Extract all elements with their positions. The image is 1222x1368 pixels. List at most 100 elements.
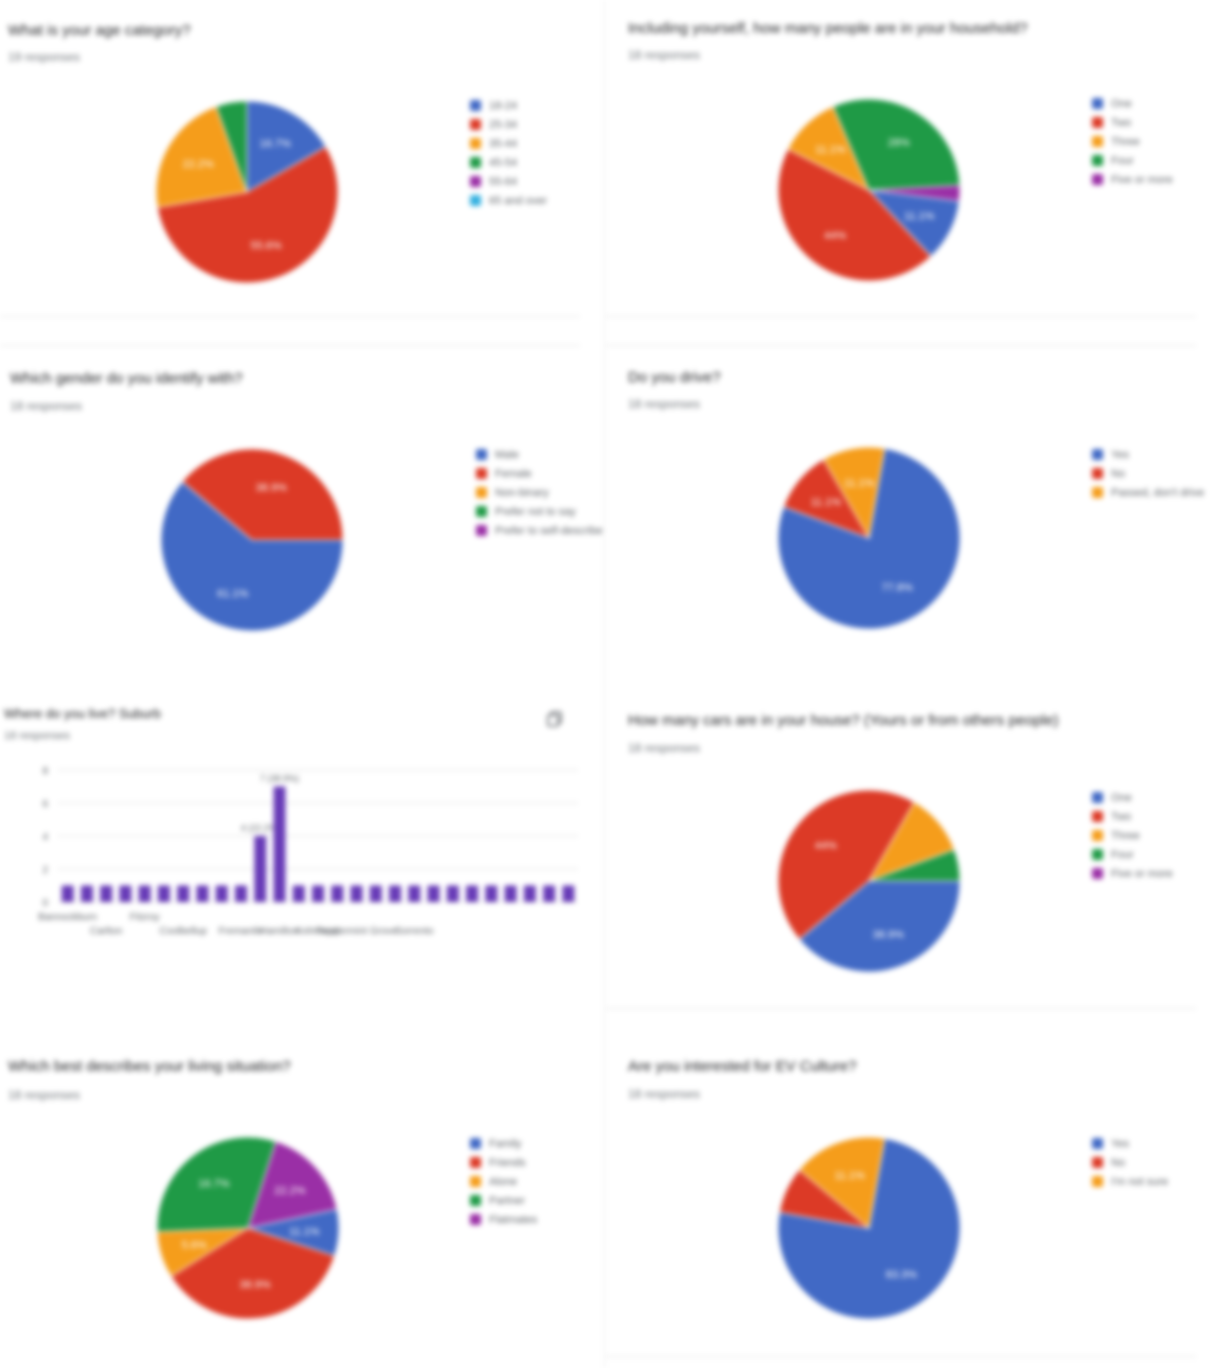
copy-icon[interactable] bbox=[546, 710, 564, 728]
slice-label: 55.6% bbox=[251, 240, 282, 252]
pie-slice bbox=[777, 148, 932, 282]
pie-chart: 11.1% 44% 11.1% 28% bbox=[777, 98, 961, 282]
response-count: 18 responses bbox=[628, 48, 701, 62]
legend-swatch bbox=[470, 1176, 481, 1187]
slice-label: 44% bbox=[815, 840, 837, 852]
legend-label: Three bbox=[1111, 829, 1140, 842]
slice-label: 28% bbox=[888, 137, 910, 149]
pie-slice bbox=[160, 480, 344, 632]
bar bbox=[215, 885, 228, 902]
slice-label: 38.9% bbox=[873, 929, 904, 941]
question-title: What is your age category? bbox=[8, 22, 191, 39]
slice-label: 61.1% bbox=[217, 588, 248, 600]
legend-swatch bbox=[1092, 849, 1103, 860]
legend-swatch bbox=[470, 1138, 481, 1149]
legend-swatch bbox=[470, 176, 481, 187]
legend-swatch bbox=[476, 487, 487, 498]
legend-swatch bbox=[470, 138, 481, 149]
question-title: Which gender do you identify with? bbox=[10, 370, 243, 387]
legend-swatch bbox=[470, 100, 481, 111]
bar bbox=[350, 885, 363, 902]
chart-legend: Family Friends Alone Partner Flatmates bbox=[470, 1134, 537, 1229]
y-tick-label: 2 bbox=[42, 865, 48, 876]
column-divider bbox=[604, 0, 605, 1368]
legend-item: Two bbox=[1092, 113, 1173, 132]
legend-swatch bbox=[470, 1214, 481, 1225]
legend-swatch bbox=[1092, 792, 1103, 803]
pie-slice bbox=[822, 446, 886, 540]
bar bbox=[292, 885, 305, 902]
legend-label: Flatmates bbox=[489, 1213, 538, 1226]
legend-label: Prefer not to say bbox=[495, 505, 576, 518]
legend-swatch bbox=[470, 119, 481, 130]
legend-label: Five or more bbox=[1111, 173, 1173, 186]
question-title: Are you interested for EV Culture? bbox=[628, 1058, 857, 1075]
legend-item: 35-44 bbox=[470, 134, 547, 153]
legend-label: Passed, don't drive bbox=[1111, 486, 1205, 499]
pie-slice bbox=[156, 1136, 277, 1233]
bar bbox=[562, 885, 575, 902]
bar bbox=[543, 885, 556, 902]
legend-item: Two bbox=[1092, 807, 1173, 826]
legend-item: Three bbox=[1092, 132, 1173, 151]
slice-label: 11.1% bbox=[904, 211, 935, 223]
bar bbox=[504, 885, 517, 902]
chart-card-drive: Do you drive? 18 responses 77.8% 11.1% 11.… bbox=[618, 345, 1218, 675]
legend-label: One bbox=[1111, 97, 1132, 110]
pie-slice bbox=[246, 100, 327, 193]
legend-item: 55-64 bbox=[470, 172, 547, 191]
x-tick-label: Sorrento bbox=[395, 926, 434, 937]
legend-swatch bbox=[1092, 117, 1103, 128]
legend-item: 25-34 bbox=[470, 115, 547, 134]
bar bbox=[100, 885, 113, 902]
bar bbox=[177, 885, 190, 902]
legend-item: Non-binary bbox=[476, 483, 603, 502]
legend-swatch bbox=[470, 1157, 481, 1168]
slice-label: 38.9% bbox=[239, 1279, 270, 1291]
bar bbox=[312, 885, 324, 902]
legend-item: One bbox=[1092, 788, 1173, 807]
chart-card-household: Including yourself, how many people are … bbox=[618, 0, 1218, 330]
bar bbox=[254, 836, 267, 902]
card-divider bbox=[0, 345, 580, 346]
legend-swatch bbox=[1092, 136, 1103, 147]
x-tick-label: Peppermint Grove bbox=[316, 926, 398, 937]
legend-label: Two bbox=[1111, 810, 1132, 823]
chart-legend: Male Female Non-binary Prefer not to say Pre… bbox=[476, 445, 603, 540]
slice-label: 11.1% bbox=[844, 477, 875, 489]
pie-slice bbox=[156, 145, 339, 284]
legend-label: Non-binary bbox=[495, 486, 549, 499]
y-tick-label: 8 bbox=[42, 766, 48, 777]
chart-card-gender: Which gender do you identify with? 18 re… bbox=[0, 345, 603, 675]
legend-label: Four bbox=[1111, 154, 1134, 167]
x-tick-label: Fremantle bbox=[218, 926, 263, 937]
legend-item: One bbox=[1092, 94, 1173, 113]
slice-label: 11.1% bbox=[834, 1170, 865, 1182]
card-divider bbox=[606, 345, 1196, 346]
legend-item: 65 and over bbox=[470, 191, 547, 210]
legend-item: Yes bbox=[1092, 445, 1204, 464]
bar bbox=[138, 885, 151, 902]
bar bbox=[408, 885, 421, 902]
chart-legend: Yes No Passed, don't drive bbox=[1092, 445, 1204, 502]
legend-item: Family bbox=[470, 1134, 537, 1153]
question-title: Do you drive? bbox=[628, 369, 721, 386]
legend-item: Five or more bbox=[1092, 170, 1173, 189]
legend-swatch bbox=[1092, 98, 1103, 109]
pie-chart: 11.1% 38.9% 5.6% 16.7% 22.2% bbox=[156, 1136, 340, 1320]
card-divider bbox=[606, 1356, 1196, 1357]
legend-item: 18-24 bbox=[470, 96, 547, 115]
legend-item: Alone bbox=[470, 1172, 537, 1191]
chart-card-age: What is your age category? 19 responses … bbox=[0, 0, 590, 330]
bar-data-label: 4 (22.2%) bbox=[241, 823, 280, 833]
bar bbox=[369, 885, 382, 902]
x-tick-label: Coolbellup bbox=[160, 926, 208, 937]
legend-swatch bbox=[1092, 174, 1103, 185]
legend-label: Family bbox=[489, 1137, 522, 1150]
slice-label: 44% bbox=[824, 230, 846, 242]
x-tick-label: Hamilton bbox=[260, 926, 299, 937]
legend-label: Two bbox=[1111, 116, 1132, 129]
pie-chart: 77.8% 11.1%11.1% bbox=[777, 446, 961, 630]
chart-legend: One Two Three Four Five or more bbox=[1092, 94, 1173, 189]
legend-item: Flatmates bbox=[470, 1210, 537, 1229]
